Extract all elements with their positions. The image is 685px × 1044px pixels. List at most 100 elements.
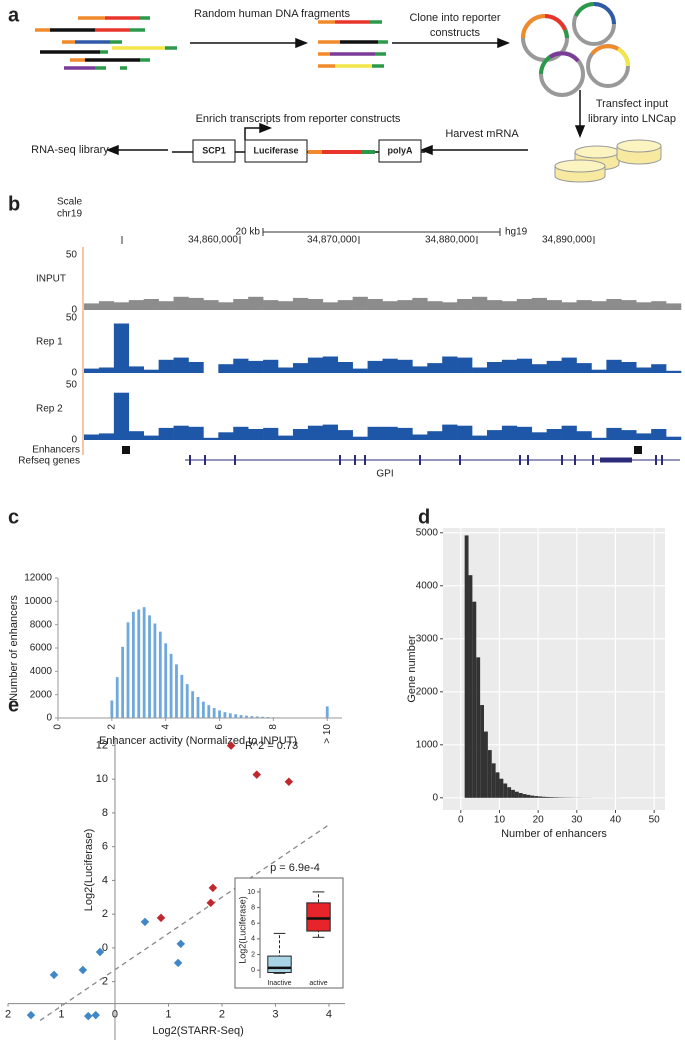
bar bbox=[212, 708, 216, 718]
signal-bar bbox=[636, 367, 652, 373]
signal-bar bbox=[457, 425, 473, 440]
signal-bar bbox=[666, 303, 682, 310]
signal-bar bbox=[486, 430, 503, 440]
signal-bar bbox=[248, 360, 264, 373]
signal-bar bbox=[531, 297, 547, 310]
y-axis-label: Gene number bbox=[406, 635, 418, 703]
signal-bar bbox=[442, 424, 458, 440]
point bbox=[78, 965, 88, 975]
chrom-label: chr19 bbox=[57, 209, 82, 220]
x-tick-label: > 10 bbox=[322, 724, 333, 744]
bar bbox=[495, 772, 500, 798]
bar bbox=[239, 715, 243, 718]
signal-bar bbox=[651, 364, 667, 373]
signal-bar bbox=[233, 358, 249, 373]
y-tick-label: 4000 bbox=[416, 580, 439, 591]
y-tick-label: 0 bbox=[102, 942, 108, 954]
construct bbox=[172, 139, 425, 163]
position-label: 34,870,000 bbox=[307, 235, 357, 246]
signal-bar bbox=[292, 363, 309, 373]
x-axis-label: Log2(STARR-Seq) bbox=[152, 1025, 244, 1037]
signal-bar bbox=[292, 297, 309, 310]
enhancer bbox=[122, 446, 130, 454]
arrows bbox=[105, 37, 586, 156]
bar bbox=[137, 609, 141, 718]
bar bbox=[121, 646, 125, 718]
panel-label: c bbox=[8, 506, 19, 528]
signal-bar bbox=[128, 300, 144, 310]
bar bbox=[245, 715, 248, 718]
panel-label: d bbox=[418, 506, 430, 528]
signal-bar bbox=[292, 429, 309, 440]
signal-bar bbox=[158, 301, 174, 310]
signal-bar bbox=[651, 429, 667, 440]
signal-bar bbox=[412, 434, 428, 440]
y-tick-label: 4 bbox=[102, 874, 108, 886]
bar bbox=[503, 783, 508, 798]
assembly-label: hg19 bbox=[505, 227, 528, 238]
signal-bar bbox=[84, 368, 100, 373]
bar bbox=[476, 657, 481, 798]
y-tick-label: 8000 bbox=[30, 619, 53, 630]
signal-bar bbox=[501, 359, 518, 373]
bar bbox=[464, 535, 469, 798]
signal-bar bbox=[457, 357, 473, 373]
bar bbox=[255, 716, 259, 718]
signal-bar bbox=[337, 430, 353, 440]
signal-bar bbox=[143, 299, 159, 310]
scale-label: Scale bbox=[57, 197, 82, 208]
bar bbox=[545, 796, 550, 798]
bar bbox=[511, 789, 515, 798]
construct-label: SCP1 bbox=[202, 145, 226, 155]
bar bbox=[472, 601, 477, 798]
signal-bar bbox=[263, 427, 279, 440]
bar bbox=[491, 763, 496, 798]
y-axis-label: Number of enhancers bbox=[8, 595, 20, 701]
signal-bar bbox=[263, 359, 279, 373]
bar bbox=[483, 731, 488, 798]
signal-bar bbox=[561, 425, 577, 440]
signal-bar bbox=[412, 297, 428, 310]
signal-bar bbox=[263, 300, 279, 310]
signal-bar bbox=[472, 435, 488, 440]
signal-bar bbox=[427, 431, 443, 440]
x-tick-label: 1 bbox=[165, 1009, 171, 1021]
bar bbox=[542, 796, 546, 798]
bar bbox=[468, 575, 473, 798]
bar bbox=[131, 611, 135, 718]
signal-bar bbox=[173, 296, 189, 310]
x-tick-label: 1 bbox=[58, 1009, 64, 1021]
signal-bar bbox=[486, 362, 503, 373]
signal-bar bbox=[531, 364, 547, 373]
box bbox=[306, 902, 331, 932]
signal-bar bbox=[367, 426, 383, 440]
signal-bar bbox=[382, 358, 398, 373]
signal-bar bbox=[218, 432, 234, 440]
signal-bar bbox=[143, 435, 159, 440]
bar bbox=[218, 710, 221, 718]
signal-bar bbox=[621, 300, 637, 310]
bar bbox=[169, 653, 173, 718]
x-tick-label: 20 bbox=[533, 815, 545, 826]
signal-bar bbox=[128, 431, 144, 440]
signal-bar bbox=[143, 369, 159, 373]
y-tick-label: 2 bbox=[102, 908, 108, 920]
x-tick-label: 4 bbox=[326, 1009, 332, 1021]
step-label: Enrich transcripts from reporter constru… bbox=[196, 113, 401, 125]
y-tick-label: 4 bbox=[251, 936, 255, 943]
bar bbox=[185, 684, 189, 718]
x-tick-label: 0 bbox=[53, 724, 64, 730]
y-tick-label: 6000 bbox=[30, 643, 53, 654]
x-tick-label: 50 bbox=[649, 815, 661, 826]
y-tick-label: 2 bbox=[251, 951, 255, 958]
signal-bar bbox=[98, 367, 115, 373]
track-tick-label: 0 bbox=[71, 305, 77, 316]
point bbox=[83, 1011, 93, 1021]
y-tick-label: 4000 bbox=[30, 666, 53, 677]
signal-bar bbox=[322, 356, 339, 373]
signal-bar bbox=[621, 430, 637, 440]
signal-bar bbox=[307, 425, 324, 440]
signal-bar bbox=[98, 433, 115, 440]
signal-bar bbox=[278, 367, 294, 373]
step-label: Harvest mRNA bbox=[445, 128, 519, 140]
